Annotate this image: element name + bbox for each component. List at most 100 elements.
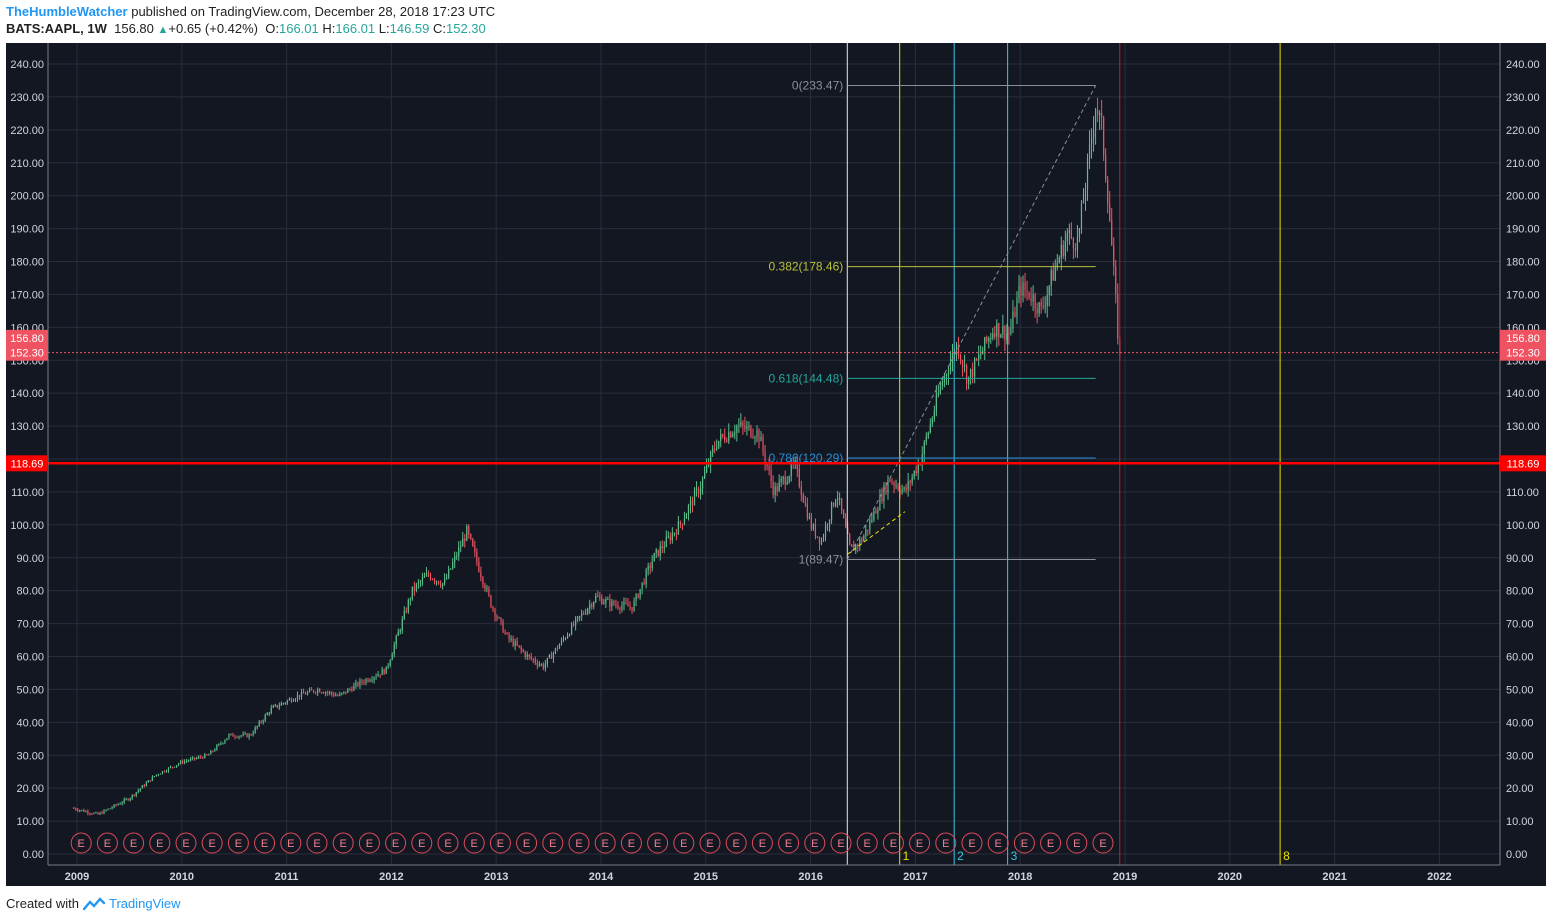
candle-body — [498, 617, 500, 619]
candle-body — [673, 532, 675, 534]
candle-body — [351, 689, 353, 691]
candle-body — [298, 694, 301, 698]
candle-body — [1046, 294, 1048, 306]
candle-body — [843, 510, 845, 519]
candle-body — [1115, 266, 1117, 294]
candle-body — [494, 608, 496, 617]
candle-body — [282, 703, 284, 705]
earnings-marker-label: E — [968, 838, 975, 850]
candle-body — [1026, 290, 1028, 292]
candle-body — [1014, 311, 1016, 317]
candle-body — [599, 596, 601, 598]
candle-body — [575, 618, 577, 626]
candle-body — [395, 635, 397, 645]
candle-body — [165, 771, 168, 773]
candle-body — [889, 479, 891, 482]
price-chart[interactable]: 0(233.47) 0.382(178.46) 0.618(144.48) 0.786… — [6, 43, 1546, 886]
candle-body — [901, 489, 903, 493]
last-price-tag-bg-left — [6, 329, 48, 346]
candle-body — [907, 481, 909, 491]
candle-body — [1034, 295, 1036, 309]
y-tick-label-left: 20.00 — [16, 783, 44, 795]
candle-body — [184, 761, 186, 763]
candle-body — [875, 511, 877, 514]
candle-body — [510, 638, 512, 640]
candle-body — [1099, 112, 1101, 116]
candle-body — [186, 760, 188, 762]
earnings-marker-label: E — [392, 838, 399, 850]
candle-body — [157, 774, 160, 776]
candle-body — [826, 525, 829, 527]
candle-body — [264, 715, 266, 721]
candle-body — [1036, 308, 1038, 314]
candle-body — [313, 690, 315, 693]
candle-body — [635, 594, 637, 601]
candle-body — [417, 582, 420, 584]
candle-body — [391, 654, 393, 661]
earnings-marker-label: E — [156, 838, 163, 850]
candle-body — [754, 437, 756, 439]
author-link[interactable]: TheHumbleWatcher — [6, 4, 128, 19]
y-tick-label-right: 140.00 — [1506, 388, 1540, 400]
candle-body — [631, 607, 633, 611]
high-label: H: — [322, 21, 336, 36]
candle-body — [1018, 285, 1020, 299]
candle-body — [649, 566, 651, 568]
candle-body — [683, 518, 686, 525]
candle-body — [585, 613, 587, 615]
candle-body — [778, 481, 780, 492]
candle-body — [1038, 302, 1040, 314]
candle-body — [99, 812, 101, 815]
candle-body — [127, 798, 129, 801]
earnings-marker-label: E — [313, 838, 320, 850]
y-tick-label-left: 140.00 — [10, 388, 44, 400]
candle-body — [728, 432, 730, 442]
candle-body — [415, 583, 417, 591]
y-tick-label-left: 70.00 — [16, 619, 44, 631]
candle-body — [859, 539, 861, 547]
candle-body — [760, 437, 762, 442]
earnings-marker-label: E — [680, 838, 687, 850]
earnings-marker — [306, 832, 328, 854]
candle-body — [333, 693, 335, 696]
candle-body — [554, 648, 557, 653]
candle-body — [337, 695, 339, 697]
candle-body — [788, 476, 790, 482]
chart-container[interactable]: 0(233.47) 0.382(178.46) 0.618(144.48) 0.786… — [6, 43, 1546, 886]
candle-body — [444, 578, 446, 584]
candle-body — [929, 423, 931, 433]
candle-body — [625, 601, 627, 604]
fib-trend-line — [846, 85, 1097, 560]
candle-body — [867, 529, 869, 531]
earnings-marker — [699, 832, 721, 854]
axes: 0.00 0.00 10.00 10.00 20.00 20.00 30.00 30.00 40… — [6, 43, 1546, 886]
candle-body — [399, 630, 401, 632]
last-price-tag-right: 156.80 — [1506, 333, 1540, 345]
earnings-marker — [489, 832, 511, 854]
close-price-tag-bg-left — [6, 344, 48, 361]
candle-body — [764, 451, 766, 463]
x-tick-label: 2021 — [1322, 871, 1346, 883]
candle-body — [331, 692, 333, 694]
y-tick-label-right: 210.00 — [1506, 158, 1540, 170]
earnings-marker — [987, 832, 1009, 854]
candle-body — [623, 601, 625, 606]
candle-body — [536, 662, 538, 666]
tradingview-brand-link[interactable]: TradingView — [108, 896, 181, 911]
earnings-marker — [96, 832, 118, 854]
candle-body — [657, 549, 659, 556]
candle-body — [286, 700, 289, 703]
candle-body — [345, 691, 347, 693]
x-tick-label: 2019 — [1113, 871, 1137, 883]
earnings-marker-label: E — [418, 838, 425, 850]
candle-body — [77, 809, 79, 811]
candle-body — [655, 549, 657, 554]
candle-body — [965, 365, 968, 384]
candle-body — [621, 605, 623, 610]
candle-body — [1082, 200, 1085, 204]
candle-body — [218, 743, 220, 746]
candle-body — [802, 494, 804, 503]
candle-body — [881, 495, 883, 502]
candle-body — [359, 680, 361, 686]
candle-body — [236, 737, 238, 739]
